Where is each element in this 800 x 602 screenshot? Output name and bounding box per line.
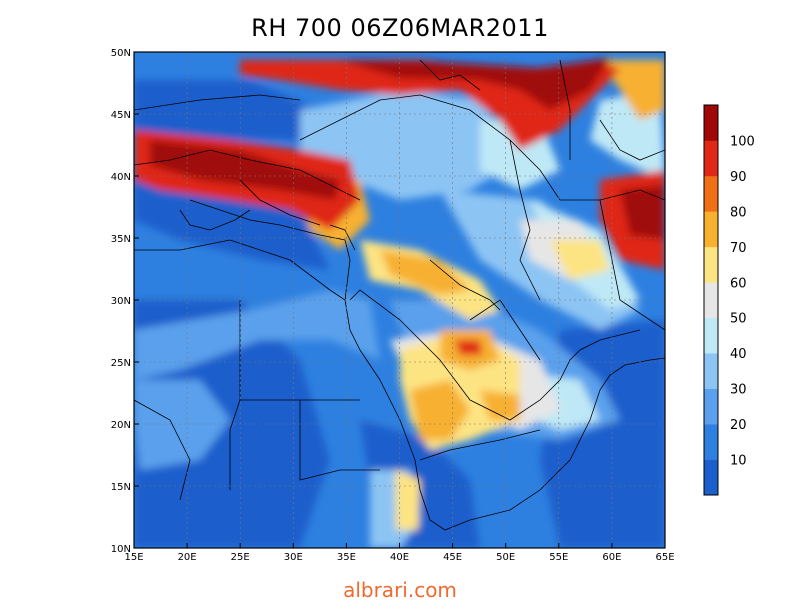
colorbar-frame xyxy=(703,104,719,496)
colorbar-swatch xyxy=(704,353,718,389)
lon-tick-label: 35E xyxy=(337,552,356,563)
colorbar-label: 60 xyxy=(730,276,747,291)
colorbar-swatch xyxy=(704,388,718,425)
lat-tick-label: 30N xyxy=(111,296,131,307)
lon-tick-label: 50E xyxy=(496,552,515,563)
lat-lon-grid xyxy=(134,52,665,548)
colorbar-label: 50 xyxy=(730,312,747,327)
colorbar-label: 40 xyxy=(730,347,747,362)
colorbar-label: 30 xyxy=(730,383,747,398)
lat-tick-label: 35N xyxy=(111,234,131,245)
colorbar-swatch xyxy=(704,424,718,460)
lon-tick-label: 55E xyxy=(549,552,568,563)
lon-tick-label: 40E xyxy=(390,552,409,563)
colorbar-swatch xyxy=(704,105,718,141)
lat-tick-label: 25N xyxy=(111,358,131,369)
longitude-axis: 15E 20E 25E 30E 35E 40E 45E 50E 55E 60E 65E xyxy=(124,543,675,563)
colorbar-label: 10 xyxy=(730,454,747,469)
colorbar-label: 100 xyxy=(730,134,755,149)
colorbar-swatch xyxy=(704,246,718,283)
map-title: RH 700 06Z06MAR2011 xyxy=(251,14,549,42)
lon-tick-label: 45E xyxy=(443,552,462,563)
latitude-axis: 10N 15N 20N 25N 30N 35N 40N 45N 50N xyxy=(111,48,139,555)
lat-tick-label: 15N xyxy=(111,482,131,493)
colorbar-label: 70 xyxy=(730,241,747,256)
lon-tick-label: 25E xyxy=(231,552,250,563)
colorbar-swatch xyxy=(704,140,718,177)
watermark-text: albrari.com xyxy=(343,578,457,602)
colorbar-label: 80 xyxy=(730,205,747,220)
lon-tick-label: 65E xyxy=(655,552,674,563)
colorbar-label: 20 xyxy=(730,418,747,433)
lon-tick-label: 30E xyxy=(284,552,303,563)
colorbar-legend: 10 20 30 40 50 60 70 80 90 100 xyxy=(703,104,755,496)
lat-tick-label: 40N xyxy=(111,172,131,183)
colorbar-swatch xyxy=(704,317,718,354)
lon-tick-label: 15E xyxy=(124,552,143,563)
colorbar-swatch xyxy=(704,282,718,319)
colorbar-label: 90 xyxy=(730,170,747,185)
colorbar-swatch xyxy=(704,211,718,248)
lat-tick-label: 50N xyxy=(111,48,131,59)
lon-tick-label: 20E xyxy=(178,552,197,563)
lat-tick-label: 10N xyxy=(111,544,131,555)
colorbar-swatch xyxy=(704,175,718,212)
colorbar-swatch xyxy=(704,459,718,496)
lat-tick-label: 45N xyxy=(111,110,131,121)
lon-tick-label: 60E xyxy=(602,552,621,563)
lat-tick-label: 20N xyxy=(111,420,131,431)
